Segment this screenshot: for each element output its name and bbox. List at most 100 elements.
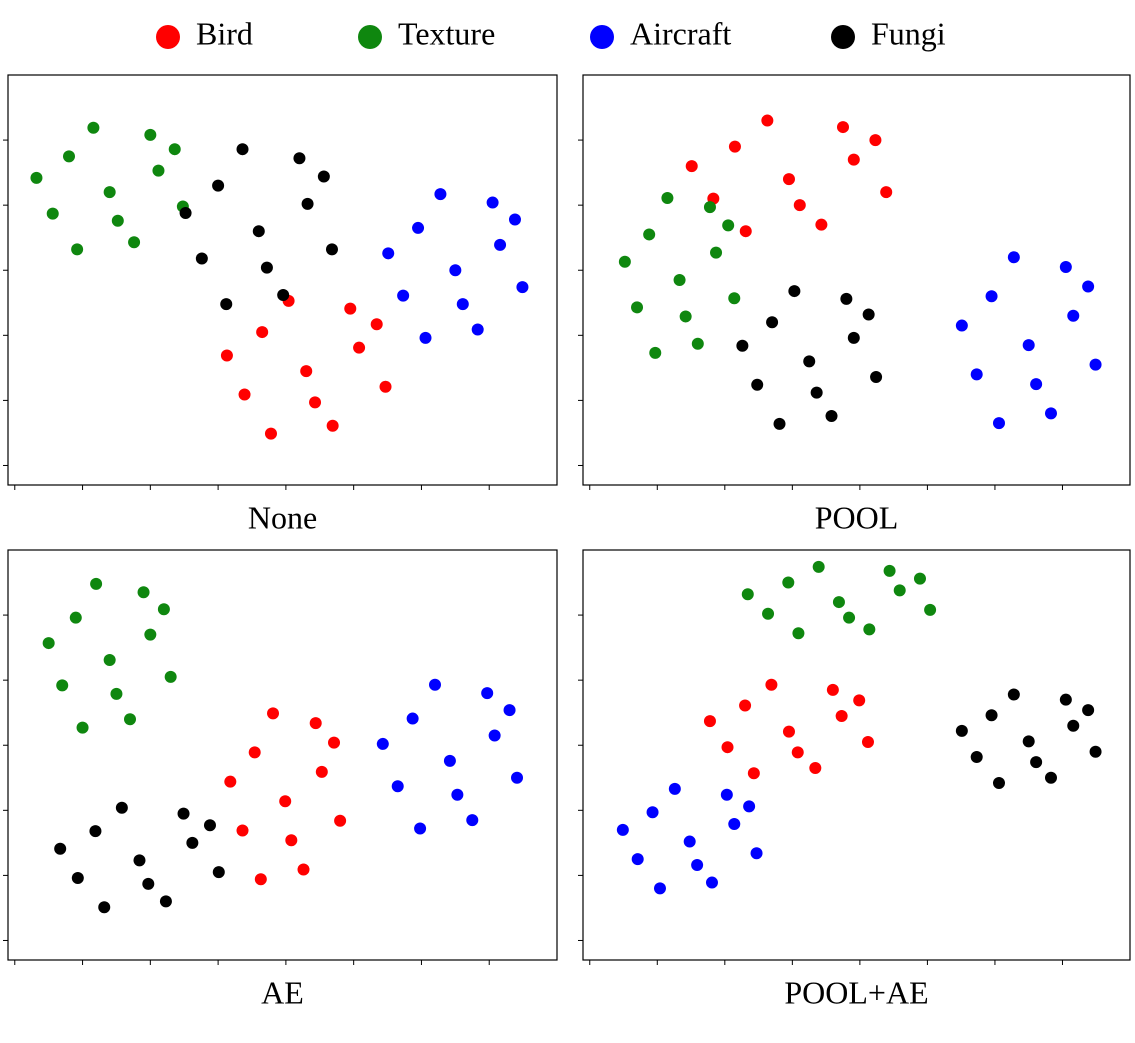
point <box>913 572 926 585</box>
point <box>42 637 55 650</box>
point <box>810 386 823 399</box>
point <box>301 197 314 210</box>
point <box>152 164 165 177</box>
panel-title: POOL+AE <box>784 974 928 1010</box>
point <box>494 238 507 251</box>
point <box>791 746 804 759</box>
point <box>164 670 177 683</box>
point <box>236 824 249 837</box>
point <box>673 274 686 286</box>
point <box>412 221 425 234</box>
point <box>631 853 644 866</box>
point <box>71 872 84 884</box>
point <box>924 603 937 616</box>
panel-title: AE <box>261 974 304 1010</box>
point <box>631 301 644 314</box>
point <box>1059 693 1072 706</box>
point <box>212 179 225 192</box>
point <box>168 143 181 156</box>
point <box>870 370 883 383</box>
point <box>503 704 516 717</box>
point <box>315 765 328 778</box>
point <box>761 114 774 127</box>
point <box>782 173 795 186</box>
point <box>1022 339 1035 352</box>
point <box>103 186 116 199</box>
point <box>382 247 395 260</box>
point <box>90 577 103 590</box>
point <box>766 316 779 329</box>
point <box>1044 771 1057 784</box>
point <box>955 319 968 332</box>
point <box>300 365 313 378</box>
point <box>773 417 786 430</box>
point <box>236 143 249 156</box>
point <box>728 817 741 830</box>
point <box>1082 704 1095 717</box>
point <box>279 795 292 808</box>
panel-title: POOL <box>815 499 899 535</box>
point <box>750 847 763 860</box>
point <box>397 289 410 302</box>
point <box>220 298 233 311</box>
point <box>722 219 735 232</box>
plot-frame <box>582 74 1131 486</box>
point <box>691 858 704 871</box>
point <box>880 186 893 199</box>
point <box>793 199 806 212</box>
point <box>328 736 341 749</box>
point <box>847 331 860 344</box>
point <box>812 560 825 573</box>
point <box>705 876 718 889</box>
point <box>649 346 662 359</box>
point <box>71 243 84 256</box>
point <box>1082 280 1095 293</box>
point <box>248 746 261 759</box>
point <box>186 836 199 849</box>
point <box>1022 735 1035 748</box>
point <box>456 298 469 311</box>
point <box>736 339 749 352</box>
point <box>267 707 280 720</box>
point <box>203 819 216 832</box>
point <box>861 735 874 748</box>
point <box>883 564 896 577</box>
point <box>685 160 698 173</box>
point <box>54 842 67 855</box>
point <box>317 170 330 183</box>
point <box>788 285 801 298</box>
point <box>739 225 752 238</box>
point <box>466 814 479 827</box>
point <box>111 214 124 227</box>
point <box>63 150 75 163</box>
point <box>46 207 59 220</box>
point <box>703 715 716 728</box>
point <box>826 683 839 696</box>
point <box>137 586 150 599</box>
point <box>1089 745 1102 758</box>
point <box>1007 688 1020 701</box>
point <box>762 607 775 620</box>
point <box>212 866 225 879</box>
point <box>679 310 692 323</box>
point <box>144 628 157 641</box>
point <box>325 243 338 256</box>
point <box>862 308 875 321</box>
point <box>142 877 155 890</box>
point <box>376 737 389 750</box>
point <box>782 576 795 589</box>
point <box>955 724 968 737</box>
point <box>443 754 456 767</box>
point <box>159 895 172 908</box>
point <box>103 653 116 666</box>
point <box>836 121 849 134</box>
point <box>144 128 157 141</box>
point <box>471 323 484 336</box>
point <box>98 901 111 914</box>
legend-marker <box>156 25 180 49</box>
point <box>309 717 322 730</box>
point <box>683 835 696 848</box>
point <box>751 378 764 391</box>
point <box>825 410 838 423</box>
legend-label: Bird <box>196 15 253 51</box>
